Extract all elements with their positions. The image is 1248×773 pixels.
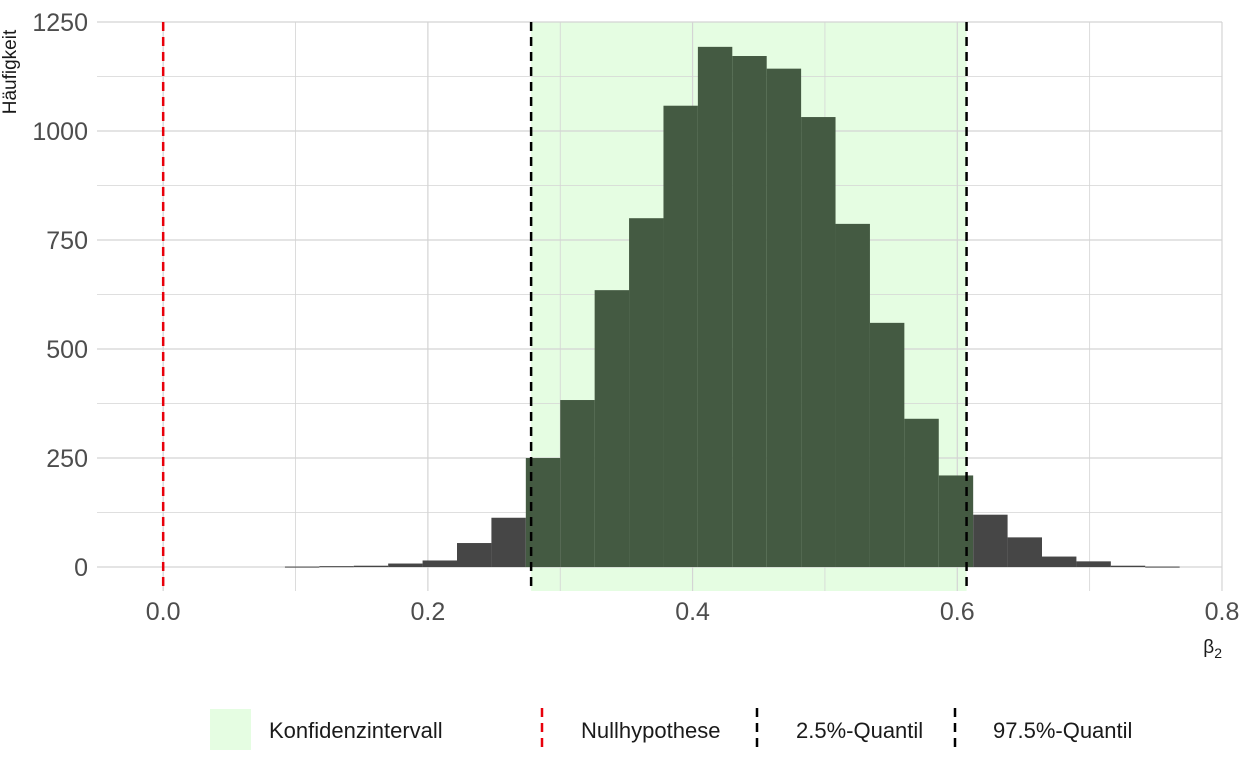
histogram-bar bbox=[663, 105, 698, 568]
y-tick-label: 750 bbox=[46, 227, 88, 255]
histogram-bar bbox=[284, 566, 320, 568]
y-tick-label: 1250 bbox=[32, 9, 88, 37]
histogram-bar bbox=[388, 563, 423, 568]
histogram-bar bbox=[697, 46, 733, 568]
x-tick-label: 0.8 bbox=[1205, 598, 1240, 626]
histogram-bar bbox=[491, 517, 526, 568]
histogram-bar bbox=[1042, 556, 1077, 568]
histogram-bar bbox=[732, 56, 767, 568]
x-tick-label: 0.2 bbox=[410, 598, 445, 626]
histogram-bar bbox=[904, 418, 939, 568]
histogram-bar bbox=[1007, 537, 1042, 568]
histogram-bar bbox=[629, 218, 664, 568]
x-tick-label: 0.6 bbox=[940, 598, 975, 626]
histogram-bar bbox=[1076, 561, 1111, 568]
histogram-bar bbox=[1110, 565, 1146, 568]
histogram-bar bbox=[766, 68, 802, 568]
legend-label: Nullhypothese bbox=[581, 718, 720, 743]
x-axis-title-subscript: 2 bbox=[1214, 645, 1222, 661]
x-tick-label: 0.0 bbox=[146, 598, 181, 626]
histogram-bar bbox=[1145, 566, 1180, 568]
y-axis-title: Häufigkeit bbox=[0, 29, 21, 114]
histogram-bar bbox=[353, 565, 389, 568]
y-tick-label: 0 bbox=[74, 554, 88, 582]
y-tick-label: 250 bbox=[46, 445, 88, 473]
histogram-bar bbox=[594, 290, 630, 568]
histogram-bar bbox=[801, 117, 836, 568]
histogram-bar bbox=[457, 543, 492, 568]
x-axis-title-symbol: β bbox=[1203, 637, 1214, 658]
histogram-bar bbox=[835, 223, 870, 568]
legend-label: 2.5%-Quantil bbox=[796, 718, 923, 743]
legend-label: Konfidenzintervall bbox=[269, 718, 443, 743]
histogram-bar bbox=[973, 514, 1008, 568]
histogram-bar bbox=[422, 560, 457, 568]
legend-key-confidence-interval bbox=[210, 709, 251, 750]
legend-label: 97.5%-Quantil bbox=[993, 718, 1132, 743]
y-tick-label: 1000 bbox=[32, 118, 88, 146]
histogram-bar bbox=[560, 400, 595, 568]
x-tick-label: 0.4 bbox=[675, 598, 710, 626]
histogram-bar bbox=[938, 475, 974, 568]
histogram-bar bbox=[869, 322, 905, 568]
x-axis-title: β2 bbox=[1203, 637, 1222, 661]
histogram-bar bbox=[319, 566, 354, 568]
y-tick-label: 500 bbox=[46, 336, 88, 364]
